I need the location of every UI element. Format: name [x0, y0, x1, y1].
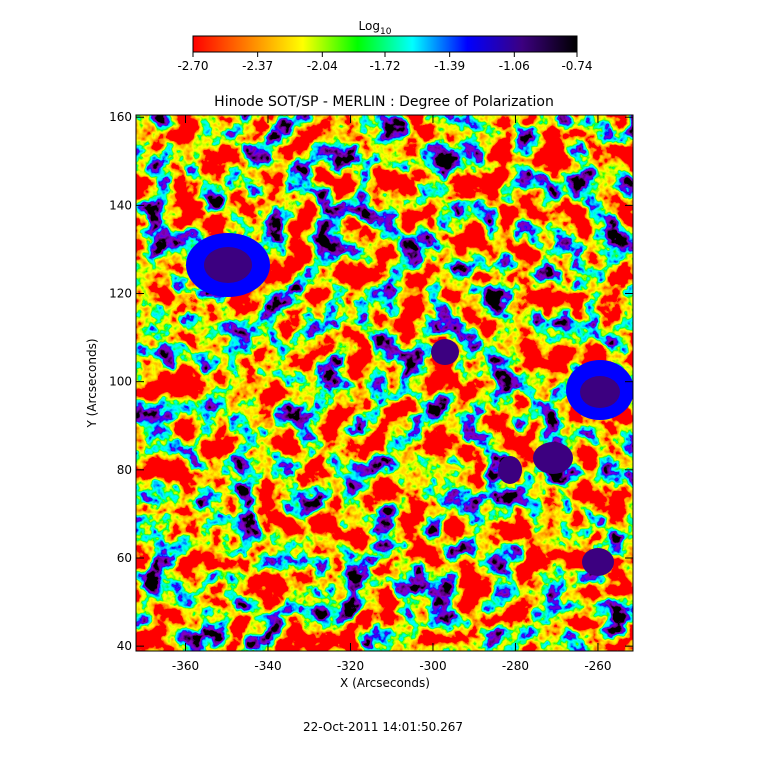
footer-date: 22-Oct-2011 14:01:50.267 — [303, 720, 463, 734]
y-tick-label: 100 — [109, 375, 132, 389]
x-tick-label: -300 — [419, 659, 446, 673]
y-tick-label: 120 — [109, 287, 132, 301]
y-tick-label: 40 — [117, 639, 132, 653]
y-tick-label: 80 — [117, 463, 132, 477]
colorbar-tick-label: -2.70 — [177, 59, 208, 73]
chart-title: Hinode SOT/SP - MERLIN : Degree of Polar… — [214, 94, 554, 110]
image — [136, 115, 633, 651]
plot-frame — [135, 114, 634, 652]
x-tick-label: -360 — [172, 659, 199, 673]
colorbar-tick-label: -2.37 — [242, 59, 273, 73]
y-tick-label: 160 — [109, 110, 132, 124]
colorbar — [192, 35, 578, 53]
colorbar-title-main: Log — [359, 19, 380, 33]
x-tick-label: -340 — [254, 659, 281, 673]
y-axis-label: Y (Arcseconds) — [85, 338, 99, 428]
colorbar-title-sub: 10 — [380, 27, 392, 37]
colorbar-tick-label: -0.74 — [561, 59, 592, 73]
x-tick-label: -280 — [502, 659, 529, 673]
x-axis-label: X (Arcseconds) — [340, 676, 430, 690]
x-tick-label: -320 — [337, 659, 364, 673]
x-tick-label: -260 — [584, 659, 611, 673]
colorbar-tick-label: -1.06 — [499, 59, 530, 73]
image-texture — [136, 115, 633, 651]
colorbar-title: Log10 — [359, 19, 392, 37]
sunspots — [186, 233, 633, 576]
y-tick-label: 140 — [109, 198, 132, 212]
y-tick-label: 60 — [117, 551, 132, 565]
colorbar-tick-label: -1.39 — [434, 59, 465, 73]
colorbar-tick-label: -1.72 — [369, 59, 400, 73]
colorbar-tick-label: -2.04 — [307, 59, 338, 73]
